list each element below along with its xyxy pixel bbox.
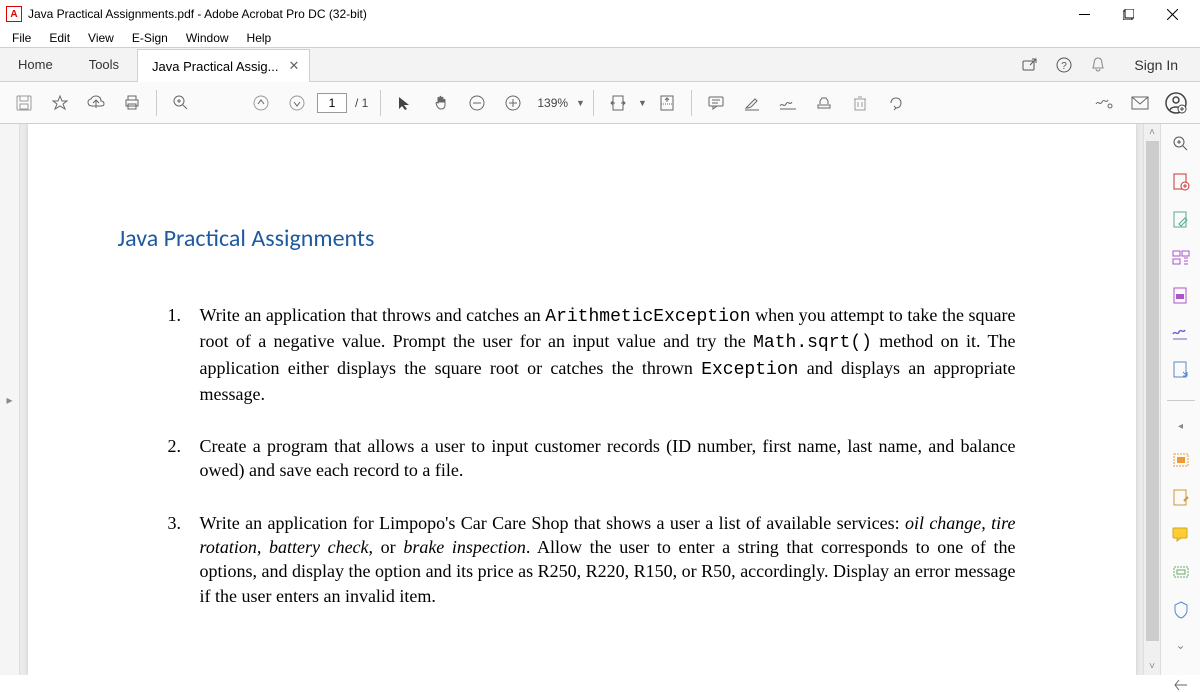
document-title: Java Practical Assignments — [118, 224, 1016, 253]
selection-icon[interactable] — [389, 87, 421, 119]
comment-rail-icon[interactable] — [1170, 526, 1192, 544]
tab-tools[interactable]: Tools — [71, 48, 137, 81]
export-icon[interactable] — [1170, 286, 1192, 306]
list-number: 2. — [168, 434, 182, 458]
cloud-icon[interactable] — [80, 87, 112, 119]
mail-icon[interactable] — [1124, 87, 1156, 119]
menu-file[interactable]: File — [4, 29, 39, 47]
expand-rail-icon[interactable] — [1170, 678, 1192, 692]
right-tools-rail: ◂ ⌄ — [1160, 124, 1200, 675]
scroll-thumb[interactable] — [1146, 141, 1159, 641]
scan-ocr-icon[interactable] — [1170, 562, 1192, 582]
menu-help[interactable]: Help — [239, 29, 280, 47]
list-item: 1. Write an application that throws and … — [180, 303, 1016, 406]
zoom-level[interactable]: 139% — [533, 96, 572, 110]
edit-pdf-icon[interactable] — [1170, 210, 1192, 230]
tab-active-label: Java Practical Assig... — [152, 59, 278, 74]
bell-icon[interactable] — [1088, 55, 1108, 75]
tabbar: Home Tools Java Practical Assig... ✕ ? S… — [0, 48, 1200, 82]
protect-icon[interactable] — [1170, 600, 1192, 620]
page-total: / 1 — [351, 96, 372, 110]
fit-page-icon[interactable] — [651, 87, 683, 119]
left-panel-toggle[interactable]: ▸ — [0, 124, 20, 675]
list-number: 3. — [168, 511, 182, 535]
hand-icon[interactable] — [425, 87, 457, 119]
menu-view[interactable]: View — [80, 29, 122, 47]
document-area: ▸ Java Practical Assignments 1. Write an… — [0, 124, 1200, 675]
menu-window[interactable]: Window — [178, 29, 237, 47]
window-title: Java Practical Assignments.pdf - Adobe A… — [28, 7, 367, 21]
list-number: 1. — [168, 303, 182, 327]
zoom-in-icon[interactable] — [497, 87, 529, 119]
help-icon[interactable]: ? — [1054, 55, 1074, 75]
scroll-down-button[interactable]: ˅ — [1144, 658, 1160, 675]
pdf-page: Java Practical Assignments 1. Write an a… — [28, 124, 1136, 675]
signin-link[interactable]: Sign In — [1122, 57, 1190, 73]
tab-active-document[interactable]: Java Practical Assig... ✕ — [137, 49, 310, 82]
share-app-icon[interactable] — [1020, 55, 1040, 75]
search-tool-icon[interactable] — [1170, 134, 1192, 154]
scrollbar[interactable]: ˄ ˅ — [1143, 124, 1160, 675]
fit-dropdown-icon[interactable]: ▼ — [638, 98, 647, 108]
scroll-up-button[interactable]: ˄ — [1144, 124, 1160, 141]
print-icon[interactable] — [116, 87, 148, 119]
compress-icon[interactable] — [1170, 450, 1192, 470]
page-down-icon[interactable] — [281, 87, 313, 119]
rail-more-icon[interactable]: ⌄ — [1175, 638, 1185, 652]
fill-sign-rail-icon[interactable] — [1170, 324, 1192, 342]
save-icon[interactable] — [8, 87, 40, 119]
comment-icon[interactable] — [700, 87, 732, 119]
maximize-button[interactable] — [1106, 0, 1150, 28]
list-item: 3. Write an application for Limpopo's Ca… — [180, 511, 1016, 608]
menubar: File Edit View E-Sign Window Help — [0, 28, 1200, 48]
sign-icon[interactable] — [772, 87, 804, 119]
menu-edit[interactable]: Edit — [41, 29, 78, 47]
delete-icon[interactable] — [844, 87, 876, 119]
stamp-icon[interactable] — [808, 87, 840, 119]
create-pdf-icon[interactable] — [1170, 172, 1192, 192]
tab-home[interactable]: Home — [0, 48, 71, 81]
find-icon[interactable] — [165, 87, 197, 119]
organize-icon[interactable] — [1170, 248, 1192, 268]
highlight-icon[interactable] — [736, 87, 768, 119]
page-up-icon[interactable] — [245, 87, 277, 119]
request-esign-icon[interactable] — [1170, 360, 1192, 380]
minimize-button[interactable] — [1062, 0, 1106, 28]
fit-width-icon[interactable] — [602, 87, 634, 119]
rotate-icon[interactable] — [880, 87, 912, 119]
toolbar: / 1 139% ▼ ▼ — [0, 82, 1200, 124]
page-number-input[interactable] — [317, 93, 347, 113]
app-icon: A — [6, 6, 22, 22]
redact-icon[interactable] — [1170, 488, 1192, 508]
star-icon[interactable] — [44, 87, 76, 119]
zoom-dropdown-icon[interactable]: ▼ — [576, 98, 585, 108]
list-item: 2. Create a program that allows a user t… — [180, 434, 1016, 483]
titlebar: A Java Practical Assignments.pdf - Adobe… — [0, 0, 1200, 28]
tab-close-button[interactable]: ✕ — [289, 58, 300, 74]
close-button[interactable] — [1150, 0, 1194, 28]
avatar-icon[interactable] — [1160, 87, 1192, 119]
zoom-out-icon[interactable] — [461, 87, 493, 119]
rail-collapse-icon[interactable]: ◂ — [1178, 421, 1183, 432]
fill-sign-icon[interactable] — [1088, 87, 1120, 119]
menu-esign[interactable]: E-Sign — [124, 29, 176, 47]
svg-text:?: ? — [1062, 61, 1068, 72]
